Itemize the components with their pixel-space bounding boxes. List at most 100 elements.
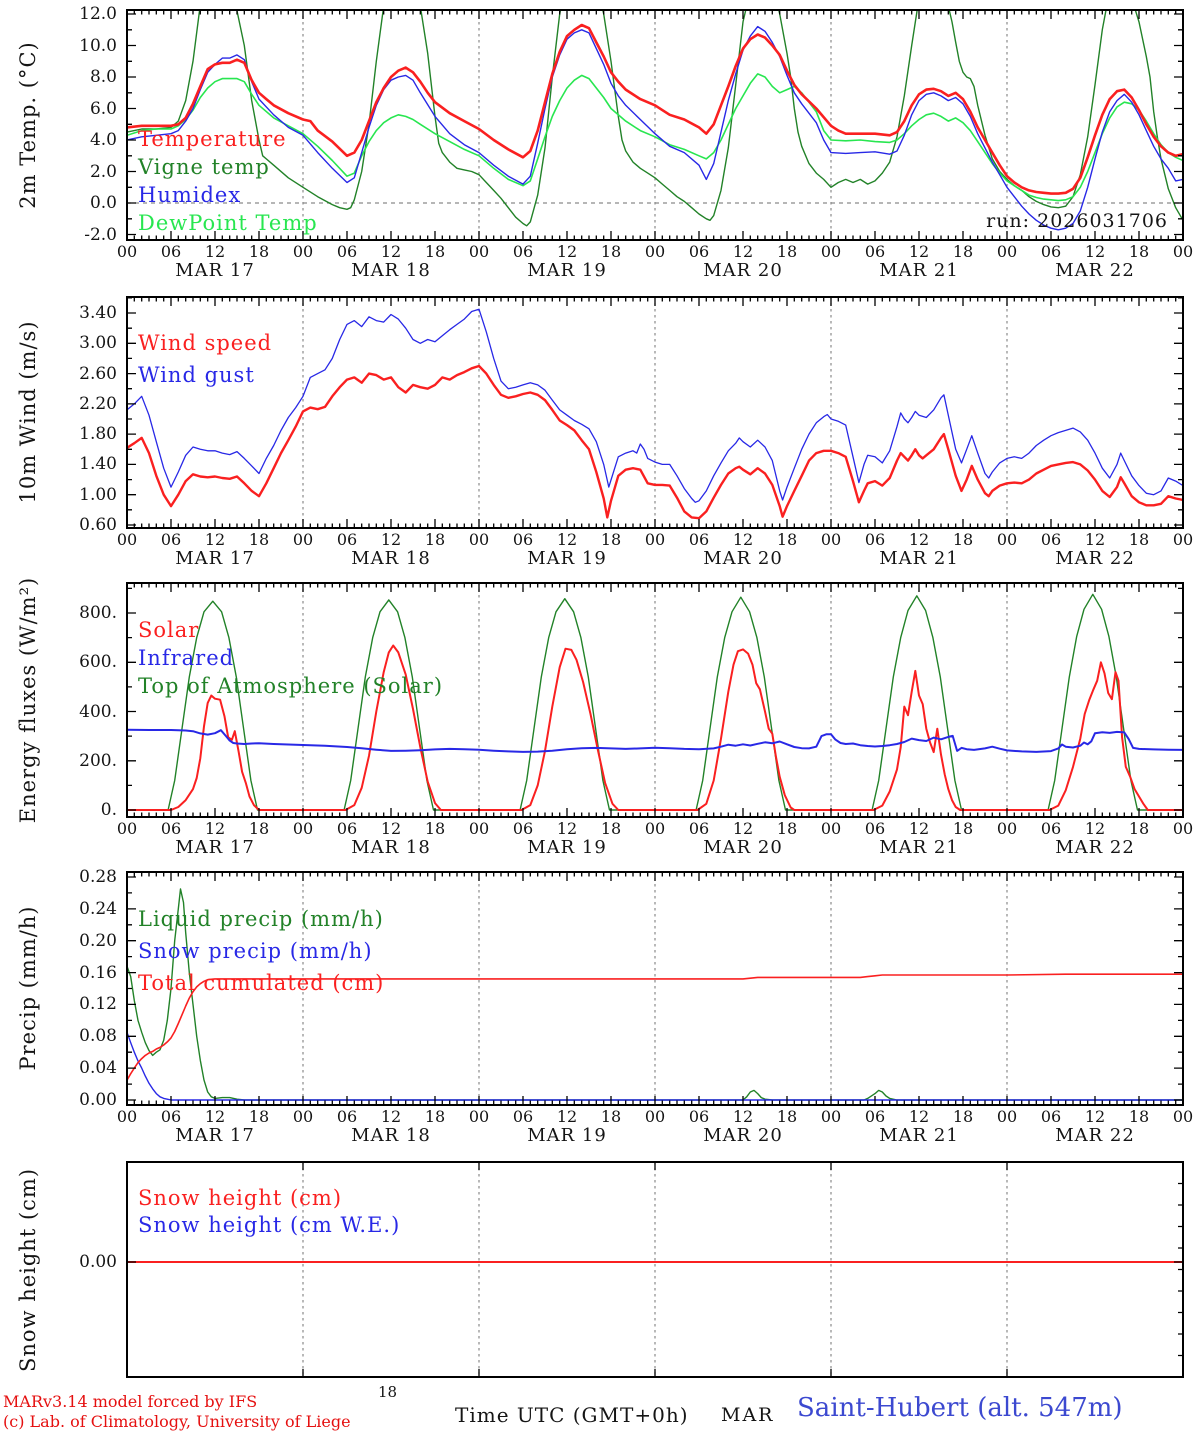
energy-fluxes-gridlines [302,583,1008,817]
x-tick-label: 06 [336,242,358,261]
y-tick-label: 1.80 [79,424,117,445]
legend-precipitation: Total cumulated (cm) [138,971,385,995]
x-tick-label: 12 [204,819,226,838]
x-tick-label: 00 [1172,819,1194,838]
x-tick-label: 12 [1084,530,1106,549]
x-date-label: MAR 21 [879,548,959,569]
y-tick-label: 0. [100,800,117,820]
legend-wind-10m: Wind speed [138,331,273,355]
x-tick-label: 18 [248,530,270,549]
x-tick-label: 18 [424,819,446,838]
wind-axis-title: 10m Wind (m/s) [16,320,40,504]
x-tick-label: 18 [424,1107,446,1126]
snow-height-ticks [126,1162,1184,1377]
x-tick-label: 12 [908,1107,930,1126]
x-tick-label: 18 [776,819,798,838]
x-tick-label: 06 [512,530,534,549]
x-date-label: MAR 19 [527,260,607,281]
x-tick-label: 18 [1128,819,1150,838]
y-tick-label: 3.40 [79,303,117,324]
x-tick-label: 06 [512,242,534,261]
y-tick-label: 0.28 [79,867,117,887]
x-tick-label: 00 [292,819,314,838]
x-tick-label: 18 [1128,1107,1150,1126]
y-tick-label: 1.40 [79,454,117,475]
humidex-line [127,25,1183,231]
x-tick-label: 12 [908,819,930,838]
x-tick-label: 18 [600,530,622,549]
y-tick-label: 0.20 [79,930,117,951]
x-tick-label: 00 [1172,1107,1194,1126]
legend-temperature-2m: DewPoint Temp [138,211,318,235]
x-tick-label: 18 [600,1107,622,1126]
x-tick-label: 18 [248,242,270,261]
model-name-label: MAR [721,1404,775,1426]
x-tick-label: 06 [864,530,886,549]
legend-wind-10m: Wind gust [138,363,255,387]
x-date-label: MAR 22 [1055,1125,1135,1146]
y-tick-label: 200. [79,750,117,771]
x-date-label: MAR 19 [527,837,607,858]
total-cumulated-line [127,973,1183,1081]
x-tick-label: 12 [732,819,754,838]
x-date-label: MAR 20 [703,548,783,569]
x-date-label: MAR 21 [879,837,959,858]
x-tick-label: 12 [380,1107,402,1126]
x-tick-label: 00 [468,242,490,261]
wind-10m-series [127,308,1183,520]
x-date-label: MAR 20 [703,1125,783,1146]
x-tick-label: 06 [864,242,886,261]
x-tick-label: 00 [820,1107,842,1126]
x-tick-label: 12 [204,530,226,549]
x-tick-label: 18 [1128,530,1150,549]
x-tick-label: 00 [644,819,666,838]
x-tick-label: 12 [380,242,402,261]
y-tick-label: 4.0 [89,130,117,150]
x-tick-label: 00 [644,1107,666,1126]
x-tick-label: 06 [1040,530,1062,549]
x-tick-label: 18 [600,242,622,261]
x-tick-label: 00 [644,242,666,261]
x-tick-label: 00 [292,242,314,261]
temperature-2m-ticks [126,10,1184,240]
x-tick-label: 18 [776,242,798,261]
legend-temperature-2m: Humidex [138,183,242,207]
x-tick-label: 12 [556,242,578,261]
temperature-2m-series [127,10,1183,231]
y-tick-label: 1.00 [79,484,117,505]
x-tick-label: 06 [336,1107,358,1126]
x-tick-label: 00 [820,530,842,549]
infrared-line [127,728,1183,753]
energy-fluxes-ticks [126,583,1184,817]
x-date-label: MAR 22 [1055,260,1135,281]
y-tick-label: 2.60 [79,363,117,384]
model-credit-line: MARv3.14 model forced by IFS [3,1392,258,1411]
x-tick-label: 00 [996,530,1018,549]
x-tick-label: 06 [1040,242,1062,261]
x-tick-label: 00 [116,819,138,838]
station-label: Saint-Hubert (alt. 547m) [797,1393,1123,1423]
x-tick-label: 12 [556,530,578,549]
legend-snow-height: Snow height (cm) [138,1186,343,1210]
y-tick-label: 2.20 [79,393,117,414]
x-tick-label: 06 [688,242,710,261]
x-tick-label: 18 [424,242,446,261]
y-tick-label: 12.0 [79,4,117,24]
x-tick-label: 06 [336,530,358,549]
x-tick-label: 12 [556,819,578,838]
x-date-label: MAR 21 [879,260,959,281]
legend-temperature-2m: Temperature [138,127,287,151]
x-date-label: MAR 17 [175,548,255,569]
x-tick-label: 18 [1128,242,1150,261]
x-tick-label: 12 [1084,242,1106,261]
stray-tick-label: 18 [378,1383,398,1401]
lab-credit-line: (c) Lab. of Climatology, University of L… [3,1412,351,1431]
temp-axis-title: 2m Temp. (°C) [16,41,40,209]
x-date-label: MAR 17 [175,260,255,281]
precipitation-series [127,888,1183,1101]
x-tick-label: 00 [996,819,1018,838]
legend-precipitation: Liquid precip (mm/h) [138,907,384,931]
x-tick-label: 18 [248,819,270,838]
x-tick-label: 06 [688,819,710,838]
